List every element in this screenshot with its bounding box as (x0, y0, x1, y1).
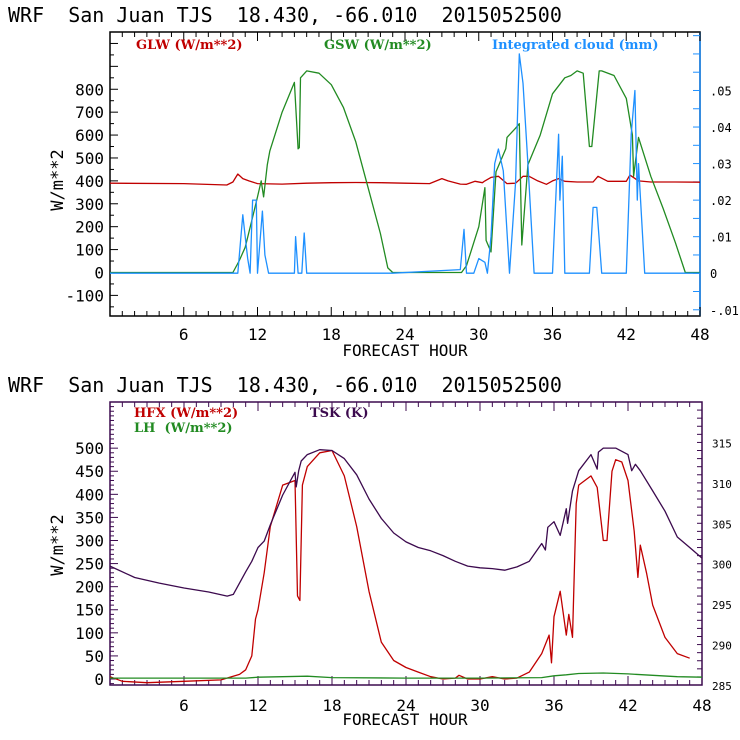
top-chart-title: WRF San Juan TJS 18.430, -66.010 2015052… (8, 3, 562, 27)
x-tick-label: 18 (322, 325, 341, 344)
bottom-plot-frame (109, 401, 703, 686)
x-tick-label: 6 (179, 696, 189, 715)
y2-tick-label: .01 (710, 231, 732, 245)
top-xlabel: FORECAST HOUR (342, 341, 468, 360)
y-tick-label: 400 (75, 172, 104, 191)
y-tick-label: 250 (75, 555, 104, 574)
series-gsw-line (110, 70, 700, 274)
y2-tick-label: 310 (712, 478, 732, 491)
y-tick-label: 0 (94, 263, 104, 282)
x-tick-label: 30 (470, 696, 489, 715)
series-hfx-line (109, 449, 690, 684)
x-tick-label: 36 (544, 696, 563, 715)
y-tick-label: 800 (75, 80, 104, 99)
x-tick-label: 42 (618, 696, 637, 715)
bottom-chart: WRF San Juan TJS 18.430, -66.010 2015052… (8, 373, 732, 729)
series-glw-line (109, 173, 701, 186)
y-tick-label: 100 (75, 241, 104, 260)
y2-tick-label: .04 (710, 121, 732, 135)
x-tick-label: 48 (692, 696, 711, 715)
y-tick-label: 500 (75, 439, 104, 458)
y-tick-label: 300 (75, 531, 104, 550)
y2-tick-label: 0 (710, 267, 717, 281)
series-integrated-line (110, 53, 700, 274)
y-tick-label: 600 (75, 126, 104, 145)
y2-tick-label: .05 (710, 84, 732, 98)
y-tick-label: 100 (75, 624, 104, 643)
x-tick-label: 30 (469, 325, 488, 344)
y-tick-label: -100 (65, 286, 104, 305)
y-tick-label: 450 (75, 462, 104, 481)
y2-tick-label: 315 (712, 437, 732, 450)
y2-tick-label: .03 (710, 158, 732, 172)
legend-cloud: Integrated cloud (mm) (492, 38, 658, 53)
x-tick-label: 42 (617, 325, 636, 344)
bottom-ylabel: W/m**2 (48, 514, 68, 575)
top-ylabel: W/m**2 (48, 149, 68, 210)
legend-lh: LH (W/m**2) (134, 421, 233, 436)
bottom-xlabel: FORECAST HOUR (342, 710, 468, 729)
x-tick-label: 24 (395, 325, 414, 344)
x-tick-label: 36 (543, 325, 562, 344)
y-tick-label: 150 (75, 601, 104, 620)
x-tick-label: 18 (322, 696, 341, 715)
x-tick-label: 24 (396, 696, 415, 715)
y-tick-label: 350 (75, 508, 104, 527)
legend-hfx: HFX (W/m**2) (134, 406, 238, 421)
legend-glw: GLW (W/m**2) (136, 38, 243, 53)
legend-tsk: TSK (K) (310, 406, 369, 421)
y-tick-label: 50 (85, 647, 104, 666)
y2-tick-label: 285 (712, 680, 732, 693)
y2-tick-label: -.01 (710, 304, 739, 318)
y2-tick-label: 305 (712, 518, 732, 531)
y-tick-label: 0 (94, 670, 104, 689)
y2-tick-label: .02 (710, 194, 732, 208)
y2-tick-label: 300 (712, 559, 732, 572)
y-tick-label: 200 (75, 218, 104, 237)
y-tick-label: 700 (75, 103, 104, 122)
series-lh-line (110, 672, 703, 679)
legend-gsw: GSW (W/m**2) (324, 38, 432, 53)
bottom-chart-title: WRF San Juan TJS 18.430, -66.010 2015052… (8, 373, 562, 397)
x-tick-label: 12 (248, 325, 267, 344)
y2-tick-label: 295 (712, 599, 732, 612)
y-tick-label: 500 (75, 149, 104, 168)
top-chart: WRF San Juan TJS 18.430, -66.010 2015052… (8, 3, 739, 360)
x-tick-label: 12 (248, 696, 267, 715)
y2-tick-label: 290 (712, 640, 732, 653)
x-tick-label: 6 (179, 325, 189, 344)
y-tick-label: 400 (75, 485, 104, 504)
series-tsk-line (109, 447, 703, 597)
y-tick-label: 300 (75, 195, 104, 214)
x-tick-label: 48 (690, 325, 709, 344)
y-tick-label: 200 (75, 578, 104, 597)
